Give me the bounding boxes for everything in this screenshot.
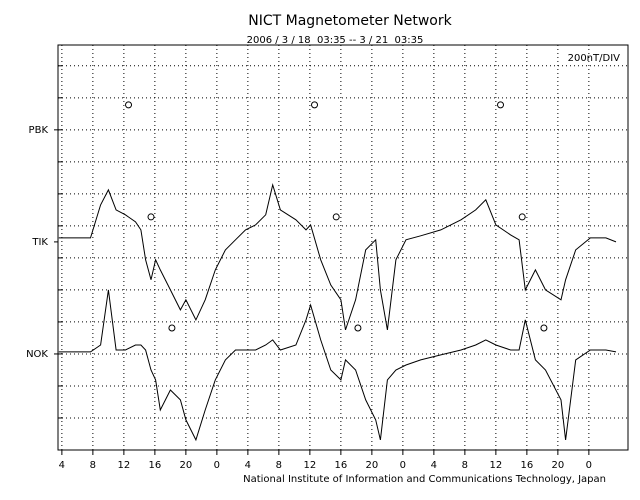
x-tick-label: 16 [335, 460, 348, 471]
x-tick-label: 0 [400, 460, 406, 471]
plot-frame [57, 44, 629, 451]
x-tick-label: 8 [276, 460, 282, 471]
x-tick-label: 8 [90, 460, 96, 471]
x-tick-label: 20 [551, 460, 564, 471]
x-tick-label: 4 [59, 460, 65, 471]
local-time-marker [497, 101, 505, 109]
y-tick-label: PBK [29, 125, 49, 136]
x-tick-label: 12 [304, 460, 317, 471]
chart-title: NICT Magnetometer Network [248, 13, 452, 29]
local-time-marker [540, 324, 548, 332]
local-time-marker [168, 324, 176, 332]
footer: National Institute of Information and Co… [243, 474, 606, 485]
local-time-marker [311, 101, 319, 109]
scale-annotation: 200nT/DIV [568, 53, 621, 64]
x-tick-label: 4 [431, 460, 437, 471]
local-time-marker [125, 101, 133, 109]
chart-subtitle: 2006 / 3 / 18 03:35 -- 3 / 21 03:35 [247, 35, 424, 46]
y-tick-label: NOK [26, 349, 48, 360]
trace-line [58, 182, 617, 331]
trace-line [58, 289, 617, 442]
x-tick-label: 4 [245, 460, 251, 471]
x-tick-label: 0 [214, 460, 220, 471]
x-tick-label: 20 [366, 460, 379, 471]
local-time-marker [147, 213, 155, 221]
x-tick-label: 0 [586, 460, 592, 471]
local-time-marker [518, 213, 526, 221]
local-time-marker [354, 324, 362, 332]
x-tick-label: 16 [149, 460, 162, 471]
local-time-marker [332, 213, 340, 221]
x-tick-label: 20 [180, 460, 193, 471]
x-tick-label: 12 [118, 460, 131, 471]
x-tick-label: 8 [462, 460, 468, 471]
x-tick-label: 12 [489, 460, 502, 471]
y-tick-label: TIK [31, 237, 48, 248]
x-tick-label: 16 [520, 460, 533, 471]
